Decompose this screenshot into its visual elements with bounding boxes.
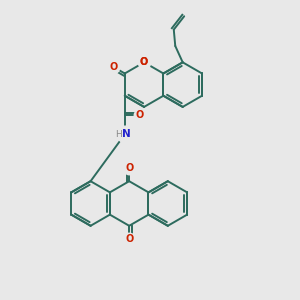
Text: O: O bbox=[136, 110, 144, 120]
Text: N: N bbox=[122, 129, 130, 140]
Text: O: O bbox=[140, 57, 148, 67]
Text: O: O bbox=[125, 234, 133, 244]
Text: O: O bbox=[109, 62, 117, 72]
Text: H: H bbox=[116, 130, 122, 139]
Text: O: O bbox=[140, 57, 148, 67]
Text: O: O bbox=[125, 163, 133, 173]
